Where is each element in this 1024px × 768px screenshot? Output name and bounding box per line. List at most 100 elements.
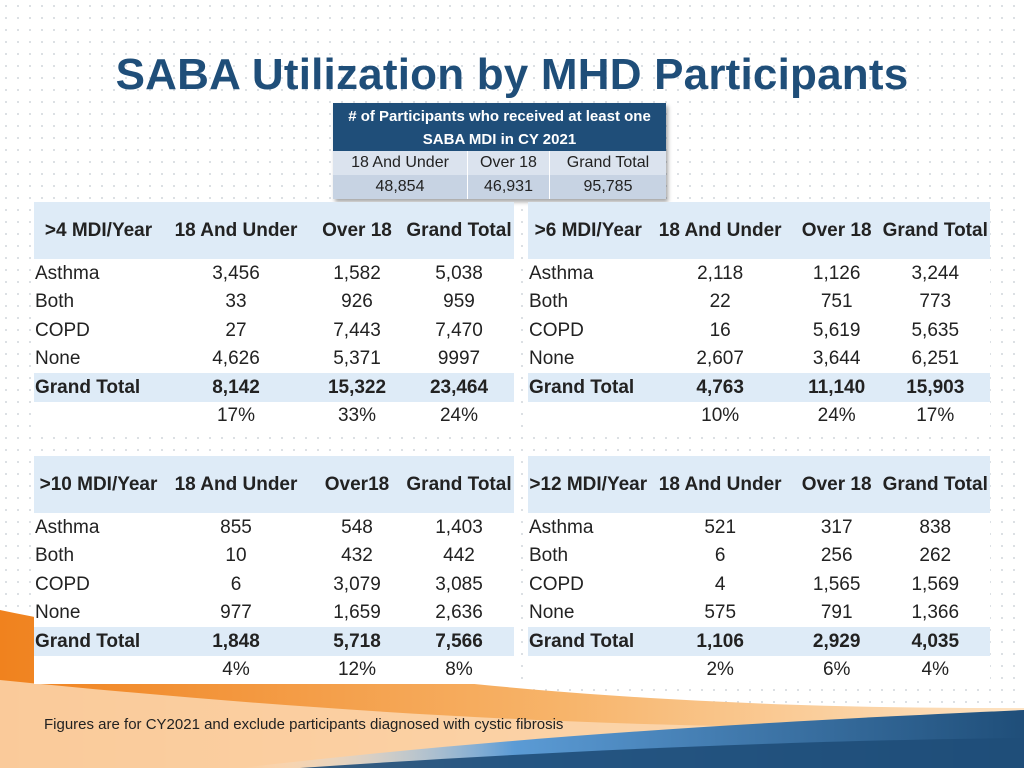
row-label bbox=[528, 402, 647, 431]
row-label bbox=[34, 656, 162, 685]
table-row: Both 33 926 959 bbox=[34, 287, 514, 316]
table-cell: 5,371 bbox=[333, 348, 381, 370]
column-header: Over18 bbox=[324, 474, 390, 495]
table-cell: 4,626 bbox=[212, 348, 260, 370]
table-row: COPD 6 3,079 3,085 bbox=[34, 570, 514, 599]
table-cell: 4,763 bbox=[696, 376, 744, 398]
table-cell: 1,126 bbox=[812, 262, 861, 284]
table-cell: 5,038 bbox=[435, 262, 483, 284]
table-cell: 2,929 bbox=[812, 630, 861, 652]
table-over-4-mdi: >4 MDI/Year 18 And Under Over 18 Grand Tota… bbox=[34, 202, 514, 430]
page-title: SABA Utilization by MHD Participants bbox=[115, 50, 909, 99]
row-label: Asthma bbox=[529, 262, 594, 284]
table-cell: 1,848 bbox=[212, 630, 260, 652]
row-label bbox=[528, 656, 647, 685]
table-cell: 1,106 bbox=[696, 630, 744, 652]
table-cell: 11,140 bbox=[808, 376, 866, 398]
column-header: Grand Total bbox=[406, 220, 512, 241]
decorative-swoosh bbox=[0, 610, 1024, 768]
summary-header: # of Participants who received at least … bbox=[333, 103, 666, 151]
percent-cell: 33% bbox=[337, 405, 377, 427]
summary-column-row: 18 And Under Over 18 Grand Total bbox=[333, 151, 666, 175]
table-cell: 1,659 bbox=[333, 602, 381, 624]
table-cell: 5,619 bbox=[812, 319, 861, 341]
table-cell: 3,079 bbox=[333, 573, 381, 595]
column-header: Over 18 bbox=[801, 220, 872, 241]
table-cell: 22 bbox=[709, 291, 731, 313]
table-cell: 6 bbox=[714, 545, 726, 567]
table-cell: 2,636 bbox=[435, 602, 483, 624]
percent-cell: 24% bbox=[439, 405, 479, 427]
grand-total-row: Grand Total 1,848 5,718 7,566 bbox=[34, 627, 514, 656]
table-cell: 1,403 bbox=[435, 516, 483, 538]
table-cell: 977 bbox=[220, 602, 252, 624]
table-row: None 977 1,659 2,636 bbox=[34, 598, 514, 627]
column-header: Grand Total bbox=[406, 474, 512, 495]
table-cell: 16 bbox=[709, 319, 731, 341]
table-row: None 4,626 5,371 9997 bbox=[34, 344, 514, 373]
table-cell: 751 bbox=[820, 291, 853, 313]
column-header: 18 And Under bbox=[658, 474, 782, 495]
table-header-row: >10 MDI/Year 18 And Under Over18 Grand Tota… bbox=[34, 456, 514, 513]
table-row: None 575 791 1,366 bbox=[528, 598, 990, 627]
row-label: Asthma bbox=[35, 516, 100, 538]
column-header: >4 MDI/Year bbox=[44, 220, 153, 241]
row-label: None bbox=[529, 348, 575, 370]
column-header: >10 MDI/Year bbox=[39, 474, 158, 495]
table-cell: 791 bbox=[820, 602, 853, 624]
row-label: Grand Total bbox=[529, 630, 635, 652]
table-over-6-mdi: >6 MDI/Year 18 And Under Over 18 Grand Tota… bbox=[528, 202, 990, 430]
column-header: >6 MDI/Year bbox=[534, 220, 642, 241]
table-row: COPD 27 7,443 7,470 bbox=[34, 316, 514, 345]
table-cell: 317 bbox=[820, 516, 853, 538]
column-header: 18 And Under bbox=[658, 220, 782, 241]
table-cell: 855 bbox=[220, 516, 252, 538]
percent-cell: 17% bbox=[216, 405, 256, 427]
column-header: 18 And Under bbox=[174, 474, 298, 495]
percent-cell: 4% bbox=[921, 659, 949, 681]
table-over-10-mdi: >10 MDI/Year 18 And Under Over18 Grand Tota… bbox=[34, 456, 514, 684]
table-row: Both 10 432 442 bbox=[34, 541, 514, 570]
table-cell: 3,085 bbox=[435, 573, 483, 595]
column-header: 18 And Under bbox=[174, 220, 298, 241]
table-row: None 2,607 3,644 6,251 bbox=[528, 344, 990, 373]
table-row: COPD 16 5,619 5,635 bbox=[528, 316, 990, 345]
percent-cell: 12% bbox=[337, 659, 377, 681]
table-cell: 8,142 bbox=[212, 376, 260, 398]
table-cell: 432 bbox=[341, 545, 373, 567]
summary-column-label: Grand Total bbox=[550, 151, 666, 175]
table-header-row: >6 MDI/Year 18 And Under Over 18 Grand Tota… bbox=[528, 202, 990, 259]
table-header-row: >12 MDI/Year 18 And Under Over 18 Grand Tot… bbox=[528, 456, 990, 513]
row-label bbox=[34, 402, 162, 431]
table-cell: 773 bbox=[919, 291, 952, 313]
percent-row: 4% 12% 8% bbox=[34, 655, 514, 685]
row-label: None bbox=[529, 602, 575, 624]
table-cell: 27 bbox=[225, 319, 247, 341]
percent-cell: 4% bbox=[222, 659, 250, 681]
table-cell: 926 bbox=[341, 291, 373, 313]
column-header: Over 18 bbox=[322, 220, 392, 241]
table-cell: 7,443 bbox=[333, 319, 381, 341]
table-cell: 256 bbox=[820, 545, 853, 567]
table-cell: 4,035 bbox=[911, 630, 960, 652]
column-header: Grand Total bbox=[882, 220, 988, 241]
table-cell: 548 bbox=[341, 516, 373, 538]
table-cell: 1,366 bbox=[911, 602, 960, 624]
column-header: Grand Total bbox=[882, 474, 988, 495]
row-label: COPD bbox=[529, 319, 584, 341]
table-cell: 4 bbox=[714, 573, 726, 595]
table-cell: 5,635 bbox=[911, 319, 960, 341]
row-label: Both bbox=[35, 545, 75, 567]
grand-total-row: Grand Total 4,763 11,140 15,903 bbox=[528, 373, 990, 402]
table-cell: 6 bbox=[230, 573, 242, 595]
percent-cell: 8% bbox=[445, 659, 473, 681]
table-cell: 7,470 bbox=[435, 319, 483, 341]
row-label: Both bbox=[529, 291, 569, 313]
table-cell: 262 bbox=[919, 545, 952, 567]
row-label: Grand Total bbox=[35, 630, 141, 652]
row-label: Grand Total bbox=[35, 376, 141, 398]
row-label: Asthma bbox=[529, 516, 594, 538]
table-row: Asthma 855 548 1,403 bbox=[34, 513, 514, 542]
table-row: Both 6 256 262 bbox=[528, 541, 990, 570]
table-cell: 1,565 bbox=[812, 573, 861, 595]
